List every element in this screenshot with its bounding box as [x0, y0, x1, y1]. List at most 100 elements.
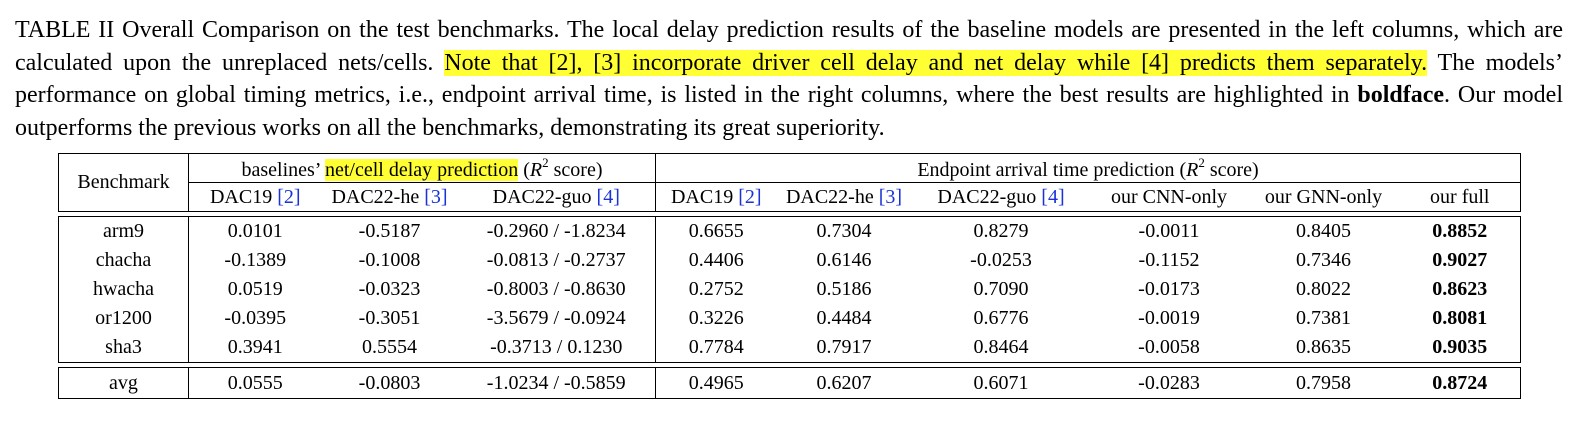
column-header-7: our GNN-only [1247, 182, 1400, 212]
cell-value: 0.8852 [1399, 216, 1522, 246]
cell-value: 0.2752 [688, 278, 744, 300]
cell-value: 0.6776 [973, 307, 1029, 329]
column-header-4: DAC22-he [3] [776, 182, 912, 212]
column-header-1: DAC22-he [3] [321, 182, 458, 212]
avg-row: avg 0.0555 -0.0803 -1.0234 / -0.5859 0.4965 0… [58, 367, 1522, 399]
cell-value: -3.5679 / -0.0924 [457, 304, 656, 333]
cell-value: -0.0323 [358, 278, 421, 300]
column-header-name: DAC22-he [331, 185, 425, 208]
column-header-name: our GNN-only [1264, 185, 1383, 208]
comparison-table: Benchmark baselines’ net/cell delay pred… [58, 153, 1522, 399]
cell-value: 0.4406 [688, 249, 744, 271]
column-header-name: DAC19 [670, 185, 739, 208]
caption-text-3: . Our model outperforms the previous wor… [15, 82, 1563, 141]
cell-value: 0.7346 [1296, 249, 1351, 271]
group-header-baselines: baselines’ net/cell delay prediction (R2… [188, 153, 656, 183]
citation-link[interactable]: [4] [596, 185, 620, 208]
cell-value: 0.6146 [816, 249, 872, 271]
cell-value: 0.7784 [655, 333, 777, 363]
cell-value: 0.6655 [655, 216, 777, 246]
cell-value: 0.9027 [1399, 246, 1522, 275]
cell-value: 0.8279 [911, 216, 1091, 246]
benchmark-name: or1200 [58, 304, 189, 333]
cell-value: 0.7090 [973, 278, 1029, 300]
cell-value: 0.0519 [227, 278, 283, 300]
cell-value: 0.8022 [1296, 278, 1351, 300]
cell-value: 0.8405 [1247, 216, 1400, 246]
cell-value: 0.7917 [776, 333, 912, 363]
cell-value: 0.7958 [1247, 367, 1400, 399]
cell-value: 0.3941 [188, 333, 322, 363]
cell-value: -0.0253 [970, 249, 1032, 271]
column-header-name: DAC22-guo [492, 185, 597, 208]
cell-value: 0.5554 [321, 333, 458, 363]
citation-link[interactable]: [3] [424, 185, 448, 208]
citation-link[interactable]: [2] [738, 185, 762, 208]
cell-value: 0.5186 [816, 278, 872, 300]
group-header-endpoint: Endpoint arrival time prediction (R2 sco… [655, 153, 1522, 183]
caption-text-1: TABLE II Overall Comparison on the test … [15, 17, 1563, 76]
column-header-5: DAC22-guo [4] [911, 182, 1091, 212]
table-row: hwacha 0.0519 -0.0323 -0.8003 / -0.8630 0.27… [58, 275, 1522, 304]
cell-value: 0.8635 [1247, 333, 1400, 363]
benchmark-header: Benchmark [58, 153, 189, 212]
cell-value: 0.3226 [688, 307, 744, 329]
cell-value: 0.8081 [1399, 304, 1522, 333]
column-header-6: our CNN-only [1090, 182, 1248, 212]
column-header-name: our full [1430, 185, 1490, 208]
cell-value: -0.0395 [224, 307, 287, 329]
cell-value: 0.8623 [1399, 275, 1522, 304]
cell-value: 0.9035 [1399, 333, 1522, 363]
column-header-name: DAC22-he [785, 185, 879, 208]
cell-value: -0.0019 [1138, 307, 1200, 329]
cell-value: 0.8464 [911, 333, 1091, 363]
column-header-0: DAC19 [2] [188, 182, 322, 212]
cell-value: -0.5187 [321, 216, 458, 246]
column-header-8: our full [1399, 182, 1522, 212]
cell-value: -0.3713 / 0.1230 [457, 333, 656, 363]
table-row: arm9 0.0101 -0.5187 -0.2960 / -1.8234 0.6655… [58, 216, 1522, 246]
cell-value: 0.8724 [1399, 367, 1522, 399]
cell-value: -0.0011 [1090, 216, 1248, 246]
cell-value: -1.0234 / -0.5859 [457, 367, 656, 399]
column-header-2: DAC22-guo [4] [457, 182, 656, 212]
cell-value: 0.7381 [1296, 307, 1351, 329]
cell-value: -0.3051 [358, 307, 421, 329]
cell-value: 0.7304 [776, 216, 912, 246]
benchmark-name: sha3 [58, 333, 189, 363]
column-header-name: DAC22-guo [937, 185, 1042, 208]
benchmark-name: arm9 [58, 216, 189, 246]
table-caption: TABLE II Overall Comparison on the test … [15, 14, 1563, 144]
header-row-groups: Benchmark baselines’ net/cell delay pred… [58, 153, 1522, 212]
cell-value: 0.6071 [911, 367, 1091, 399]
cell-value: 0.4484 [816, 307, 872, 329]
caption-highlight: Note that [2], [3] incorporate driver ce… [444, 49, 1428, 76]
cell-value: 0.0101 [188, 216, 322, 246]
cell-value: -0.1152 [1138, 249, 1200, 271]
cell-value: -0.0813 / -0.2737 [457, 246, 656, 275]
cell-value: -0.1389 [224, 249, 287, 271]
table-row: chacha -0.1389 -0.1008 -0.0813 / -0.2737 0.4… [58, 246, 1522, 275]
citation-link[interactable]: [4] [1041, 185, 1065, 208]
benchmark-name: chacha [58, 246, 189, 275]
citation-link[interactable]: [2] [277, 185, 301, 208]
cell-value: -0.0803 [321, 367, 458, 399]
table-row: sha3 0.3941 0.5554 -0.3713 / 0.1230 0.7784 0.… [58, 333, 1522, 363]
group-header-highlight: net/cell delay prediction [324, 158, 519, 181]
header-row-columns: DAC19 [2] DAC22-he [3] DAC22-guo [4] DAC19 … [59, 182, 1522, 212]
column-header-3: DAC19 [2] [655, 182, 777, 212]
cell-value: 0.6207 [776, 367, 912, 399]
cell-value: -0.0058 [1090, 333, 1248, 363]
cell-value: 0.4965 [655, 367, 777, 399]
cell-value: -0.1008 [358, 249, 421, 271]
benchmark-name: hwacha [58, 275, 189, 304]
cell-value: -0.0283 [1090, 367, 1248, 399]
benchmark-name: avg [58, 367, 189, 399]
cell-value: -0.2960 / -1.8234 [457, 216, 656, 246]
cell-value: 0.0555 [188, 367, 322, 399]
citation-link[interactable]: [3] [878, 185, 903, 208]
column-header-name: our CNN-only [1110, 185, 1228, 208]
table-row: or1200 -0.0395 -0.3051 -3.5679 / -0.0924 0.3… [58, 304, 1522, 333]
caption-text-2: The models’ performance on global timing… [15, 49, 1563, 109]
cell-value: -0.0173 [1138, 278, 1200, 300]
